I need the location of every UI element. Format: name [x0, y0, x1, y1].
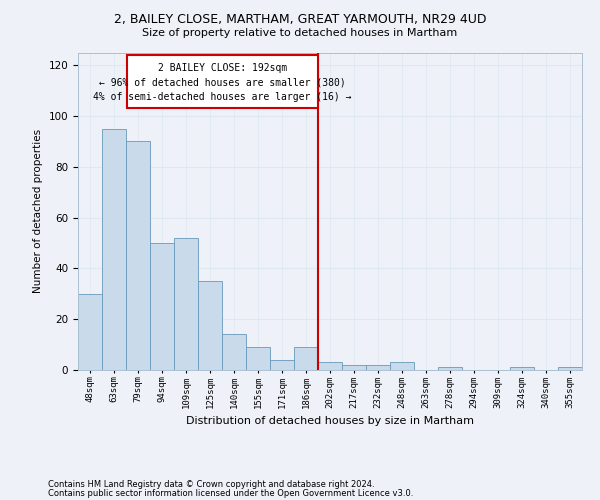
Bar	[558, 368, 582, 370]
Bar	[294, 347, 318, 370]
Text: Contains HM Land Registry data © Crown copyright and database right 2024.: Contains HM Land Registry data © Crown c…	[48, 480, 374, 489]
Text: Contains public sector information licensed under the Open Government Licence v3: Contains public sector information licen…	[48, 489, 413, 498]
Text: Size of property relative to detached houses in Martham: Size of property relative to detached ho…	[142, 28, 458, 38]
Text: 4% of semi-detached houses are larger (16) →: 4% of semi-detached houses are larger (1…	[94, 92, 352, 102]
Bar	[390, 362, 414, 370]
Text: 2, BAILEY CLOSE, MARTHAM, GREAT YARMOUTH, NR29 4UD: 2, BAILEY CLOSE, MARTHAM, GREAT YARMOUTH…	[114, 12, 486, 26]
Bar	[318, 362, 342, 370]
Bar	[342, 365, 366, 370]
Bar	[78, 294, 102, 370]
Bar	[366, 365, 390, 370]
Bar	[174, 238, 198, 370]
Text: ← 96% of detached houses are smaller (380): ← 96% of detached houses are smaller (38…	[99, 78, 346, 88]
Bar	[438, 368, 462, 370]
X-axis label: Distribution of detached houses by size in Martham: Distribution of detached houses by size …	[186, 416, 474, 426]
Y-axis label: Number of detached properties: Number of detached properties	[33, 129, 43, 294]
Bar	[198, 281, 222, 370]
Bar	[150, 243, 174, 370]
FancyBboxPatch shape	[127, 55, 318, 108]
Bar	[222, 334, 246, 370]
Text: 2 BAILEY CLOSE: 192sqm: 2 BAILEY CLOSE: 192sqm	[158, 62, 287, 72]
Bar	[246, 347, 270, 370]
Bar	[102, 128, 126, 370]
Bar	[510, 368, 534, 370]
Bar	[126, 142, 150, 370]
Bar	[270, 360, 294, 370]
